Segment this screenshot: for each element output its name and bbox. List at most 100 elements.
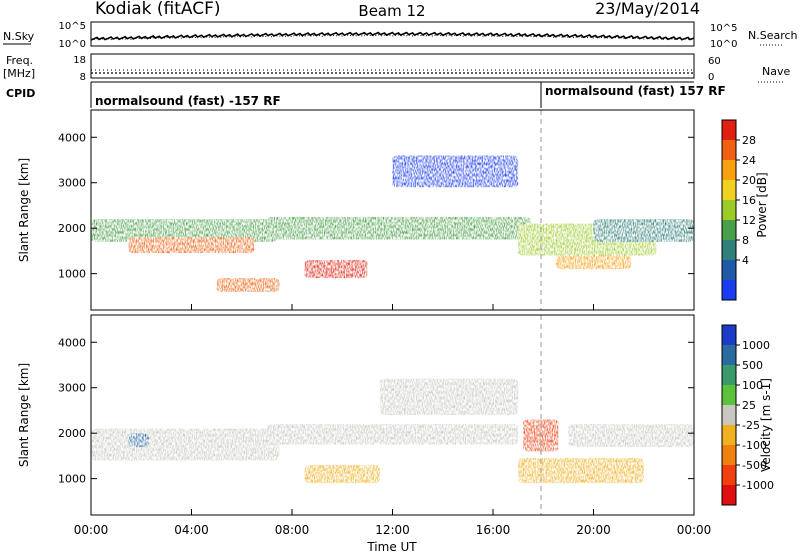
power-ylabel: Slant Range [km]: [17, 158, 31, 262]
nsearch-trace: [90, 34, 695, 41]
velocity-ytick-label: 3000: [58, 382, 86, 395]
cpid-label: CPID: [6, 87, 35, 100]
power-colorbar-tick-label: 24: [742, 154, 756, 167]
velocity-echo-region: [91, 428, 280, 461]
power-colorbar-segment: [722, 280, 736, 301]
velocity-colorbar-segment: [722, 365, 736, 386]
cpid-segment-1: normalsound (fast) -157 RF: [95, 94, 281, 108]
velocity-echo-region: [379, 378, 519, 415]
velocity-colorbar-tick-label: -500: [742, 459, 767, 472]
power-echo-region: [128, 237, 255, 254]
power-colorbar-tick-label: 4: [742, 254, 749, 267]
power-ytick-label: 4000: [58, 131, 86, 144]
nsearch-tick-top: 10^5: [710, 23, 737, 34]
time-tick-label: 00:00: [74, 523, 109, 537]
beam-title: Beam 12: [358, 2, 425, 20]
velocity-ytick-label: 2000: [58, 427, 86, 440]
velocity-ytick-label: 4000: [58, 336, 86, 349]
power-colorbar-tick-label: 8: [742, 234, 749, 247]
velocity-colorbar-segment: [722, 345, 736, 366]
velocity-colorbar-segment: [722, 465, 736, 486]
velocity-data: [91, 378, 694, 484]
freq-label: Freq.: [6, 54, 33, 67]
power-colorbar-segment: [722, 180, 736, 201]
velocity-colorbar-tick-label: -25: [742, 419, 760, 432]
power-y-axis: 1000 2000 3000 4000: [58, 131, 694, 281]
velocity-colorbar-label: Velocity [m s-1]: [759, 378, 773, 472]
power-echo-region: [216, 278, 280, 292]
velocity-colorbar-segment: [722, 325, 736, 346]
nave-tick-top: 60: [708, 56, 721, 67]
power-echo-region: [392, 155, 519, 188]
power-data: [91, 155, 694, 292]
power-colorbar: 28 24 20 16 12 8 4: [721, 119, 756, 301]
velocity-colorbar-tick-label: -1000: [742, 479, 774, 492]
time-x-axis: 00:00 04:00 08:00 12:00 16:00 20:00 00:00: [74, 304, 711, 537]
power-colorbar-tick-label: 16: [742, 194, 756, 207]
power-colorbar-tick-label: 28: [742, 134, 756, 147]
nsky-tick-bottom: 10^0: [59, 39, 86, 50]
power-colorbar-segment: [722, 220, 736, 241]
velocity-colorbar-segment: [722, 405, 736, 426]
time-tick-label: 20:00: [576, 523, 611, 537]
freq-strip: [90, 53, 695, 79]
time-axis-label: Time UT: [366, 540, 417, 554]
power-echo-region: [304, 260, 368, 279]
nsky-strip: [90, 21, 695, 47]
velocity-colorbar-tick-label: 100: [742, 379, 763, 392]
power-colorbar-tick-label: 20: [742, 174, 756, 187]
date-title: 23/May/2014: [595, 0, 700, 18]
power-colorbar-tick-label: 12: [742, 214, 756, 227]
freq-tick-bottom: 8: [80, 72, 86, 83]
nsearch-label: N.Search: [748, 29, 798, 42]
nave-tick-bottom: 0: [708, 72, 714, 83]
power-colorbar-segment: [722, 160, 736, 181]
power-colorbar-segment: [722, 200, 736, 221]
power-echo-region: [266, 216, 531, 240]
power-ytick-label: 3000: [58, 177, 86, 190]
velocity-colorbar-tick-label: 25: [742, 399, 756, 412]
velocity-y-axis: 1000 2000 3000 4000: [58, 336, 694, 486]
power-colorbar-segment: [722, 140, 736, 161]
freq-tick-top: 18: [73, 55, 86, 66]
time-tick-label: 16:00: [476, 523, 511, 537]
power-colorbar-segment: [722, 240, 736, 261]
velocity-colorbar-tick-label: 1000: [742, 339, 770, 352]
power-colorbar-segment: [722, 260, 736, 281]
velocity-colorbar-segment: [722, 445, 736, 466]
cpid-segment-2: normalsound (fast) 157 RF: [545, 84, 726, 98]
power-ytick-label: 2000: [58, 222, 86, 235]
velocity-echo-region: [568, 424, 694, 447]
velocity-colorbar-frame: [721, 324, 737, 506]
power-colorbar-segment: [722, 120, 736, 141]
power-echo-region: [593, 219, 694, 242]
velocity-colorbar-tick-label: 500: [742, 359, 763, 372]
velocity-echo-region: [518, 458, 644, 484]
velocity-colorbar-segment: [722, 425, 736, 446]
velocity-colorbar-segment: [722, 485, 736, 506]
velocity-colorbar-segment: [722, 385, 736, 406]
power-ytick-label: 1000: [58, 268, 86, 281]
velocity-colorbar-tick-label: -100: [742, 439, 767, 452]
time-tick-label: 12:00: [375, 523, 410, 537]
velocity-echo-region: [128, 433, 149, 447]
velocity-ylabel: Slant Range [km]: [17, 363, 31, 467]
velocity-echo-region: [266, 424, 519, 445]
power-echo-region: [91, 219, 277, 242]
power-echo-region: [555, 255, 632, 270]
nsky-label: N.Sky: [3, 30, 35, 43]
freq-unit: [MHz]: [3, 67, 35, 80]
nave-label: Nave: [762, 65, 790, 78]
power-colorbar-label: Power [dB]: [755, 172, 769, 237]
velocity-echo-region: [304, 465, 380, 484]
velocity-ytick-label: 1000: [58, 473, 86, 486]
time-tick-label: 08:00: [275, 523, 310, 537]
nsearch-tick-bottom: 10^0: [710, 39, 737, 50]
power-colorbar-frame: [721, 119, 737, 301]
power-plot-bg: [91, 110, 694, 310]
station-title: Kodiak (fitACF): [95, 0, 221, 19]
nsky-trace: [90, 31, 695, 41]
velocity-colorbar: 1000 500 100 25 -25 -100 -500 -1000: [721, 324, 774, 506]
nsky-tick-top: 10^5: [59, 21, 86, 32]
